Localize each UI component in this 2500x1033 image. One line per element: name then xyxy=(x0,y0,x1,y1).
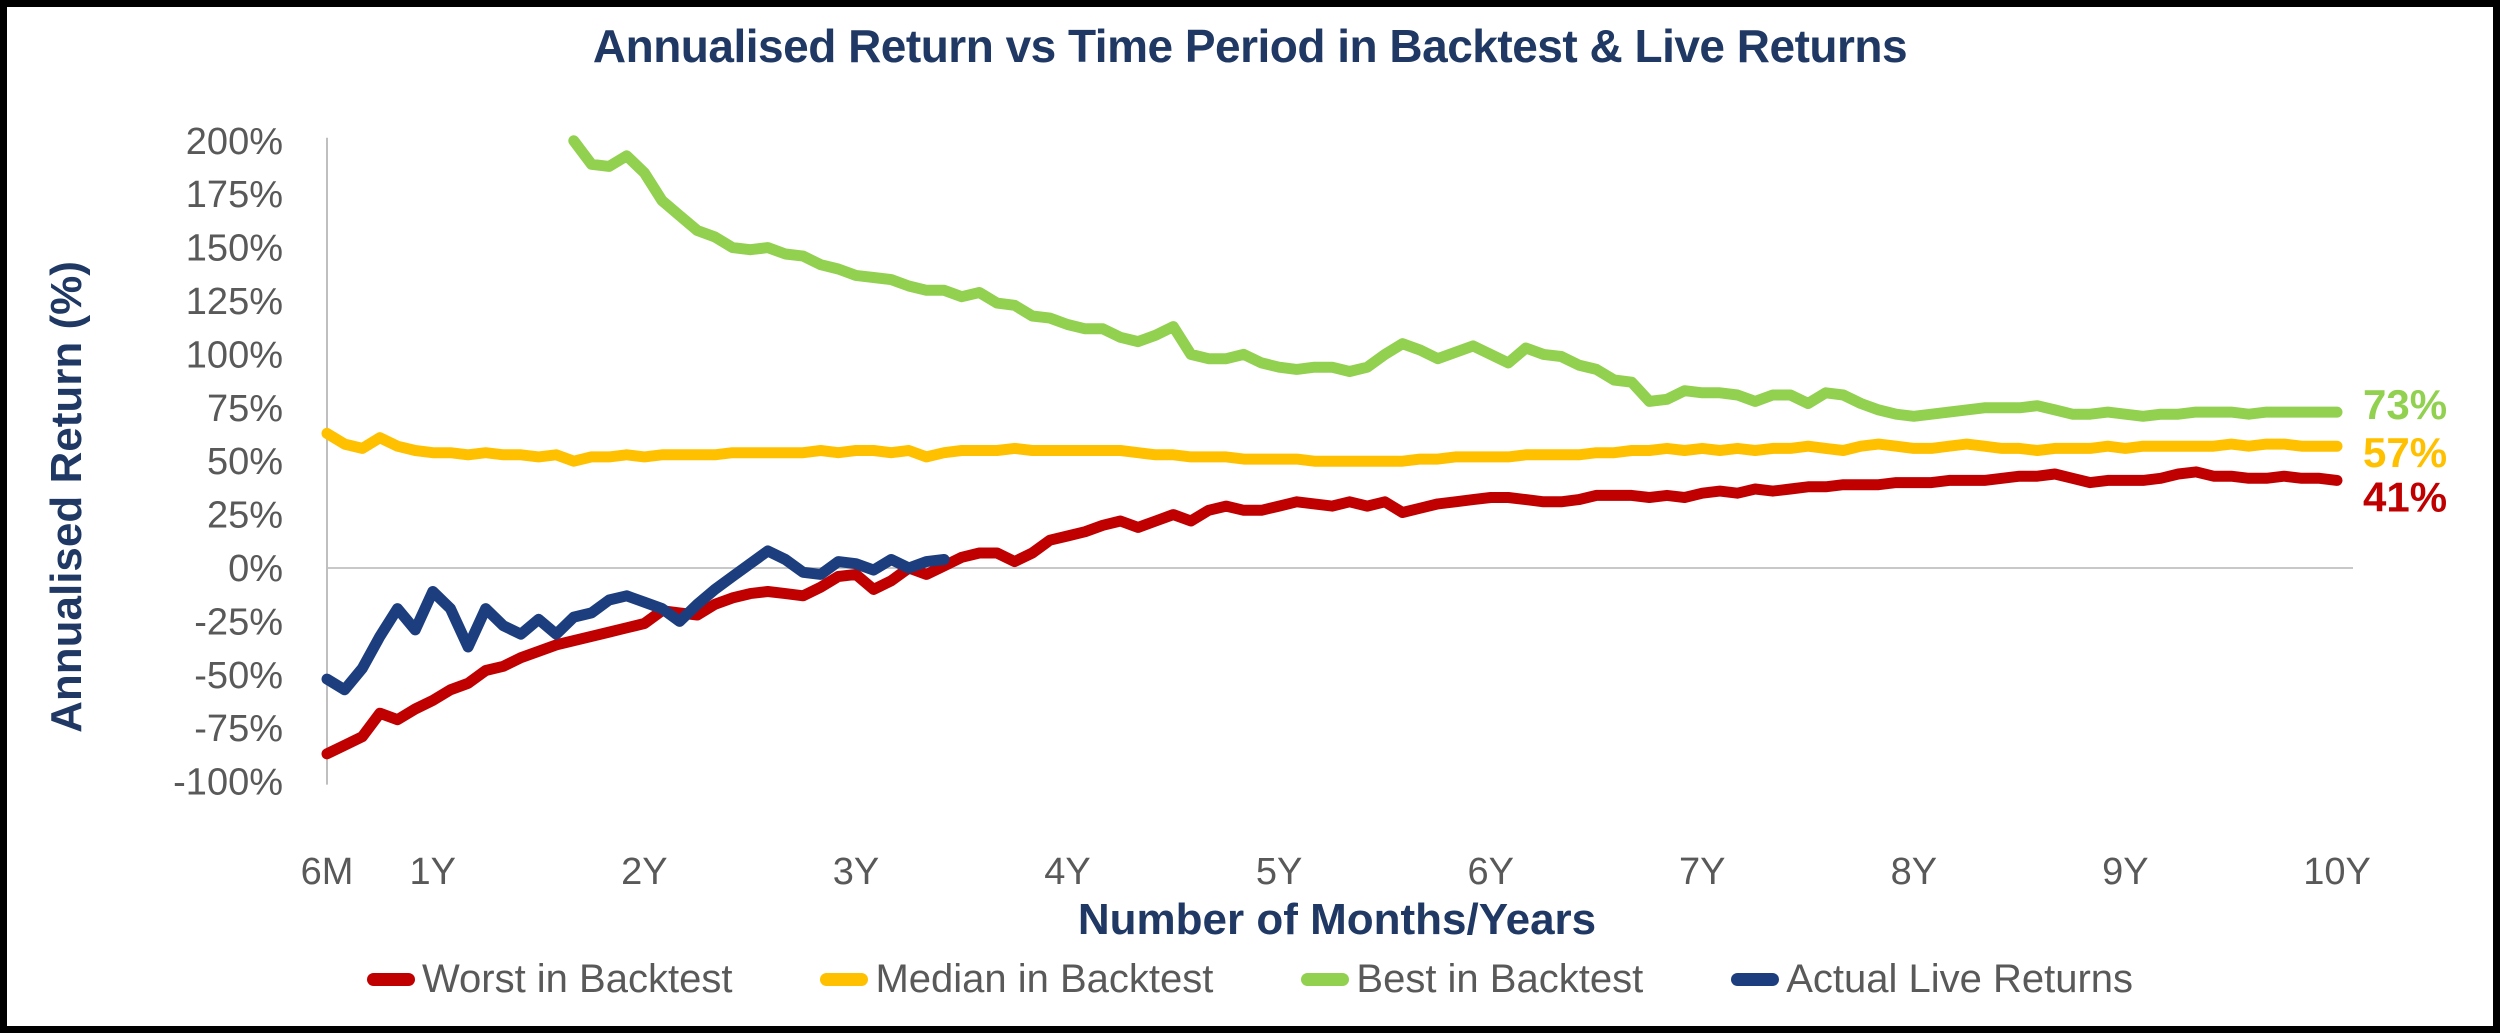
y-tick-labels: 200% 175% 150% 125% 100% 75% 50% 25% 0% -25% -50% -… xyxy=(173,121,283,804)
y-tick-label: -25% xyxy=(194,601,283,643)
series-end-labels: 41%57%73% xyxy=(2363,381,2447,520)
legend: Worst in Backtest Median in Backtest Best … xyxy=(7,957,2493,1002)
y-tick-label: 175% xyxy=(186,174,283,216)
x-tick-label: 3Y xyxy=(833,851,879,893)
y-tick-label: 200% xyxy=(186,121,283,163)
end-label-worst-in-backtest: 41% xyxy=(2363,473,2447,520)
legend-swatch xyxy=(366,973,415,986)
x-tick-label: 1Y xyxy=(410,851,456,893)
x-tick-label: 4Y xyxy=(1044,851,1090,893)
x-axis-title: Number of Months/Years xyxy=(1077,895,1597,944)
y-tick-label: 150% xyxy=(186,228,283,270)
plot-area: 200% 175% 150% 125% 100% 75% 50% 25% 0% -25% -50% -… xyxy=(173,121,2447,893)
series-line-best-in-backtest xyxy=(568,135,2343,422)
end-label-best-in-backtest: 73% xyxy=(2363,381,2447,428)
legend-swatch xyxy=(1301,973,1350,986)
series-line-worst-in-backtest xyxy=(321,466,2343,760)
y-tick-label: -50% xyxy=(194,655,283,697)
x-tick-label: 9Y xyxy=(2102,851,2148,893)
legend-swatch xyxy=(820,973,869,986)
x-tick-label: 6M xyxy=(301,851,354,893)
y-tick-label: -75% xyxy=(194,708,283,750)
legend-item-best-in-backtest: Best in Backtest xyxy=(1301,957,1643,1002)
y-tick-label: 100% xyxy=(186,334,283,376)
y-tick-label: -100% xyxy=(173,762,283,804)
legend-item-median-in-backtest: Median in Backtest xyxy=(820,957,1213,1002)
series-lines xyxy=(321,135,2343,760)
legend-label: Best in Backtest xyxy=(1356,957,1644,1001)
x-tick-label: 5Y xyxy=(1256,851,1302,893)
x-tick-label: 7Y xyxy=(1679,851,1725,893)
y-tick-label: 50% xyxy=(207,441,283,483)
legend-item-actual-live-returns: Actual Live Returns xyxy=(1731,957,2133,1002)
legend-item-worst-in-backtest: Worst in Backtest xyxy=(366,957,733,1002)
x-tick-label: 2Y xyxy=(621,851,667,893)
x-tick-label: 10Y xyxy=(2303,851,2371,893)
end-label-median-in-backtest: 57% xyxy=(2363,429,2447,476)
series-line-median-in-backtest xyxy=(321,427,2343,467)
y-tick-label: 25% xyxy=(207,495,283,537)
legend-label: Actual Live Returns xyxy=(1786,957,2134,1001)
x-tick-labels: 6M 1Y 2Y 3Y 4Y 5Y 6Y 7Y 8Y 9Y 10Y xyxy=(301,851,2371,893)
y-tick-label: 75% xyxy=(207,388,283,430)
series-line-actual-live-returns xyxy=(321,545,950,696)
chart-title: Annualised Return vs Time Period in Back… xyxy=(592,20,1908,72)
y-tick-label: 0% xyxy=(228,548,283,590)
legend-label: Worst in Backtest xyxy=(421,957,733,1001)
y-tick-label: 125% xyxy=(186,281,283,323)
x-tick-label: 8Y xyxy=(1891,851,1937,893)
legend-label: Median in Backtest xyxy=(875,957,1214,1001)
legend-swatch xyxy=(1731,973,1780,986)
x-tick-label: 6Y xyxy=(1467,851,1513,893)
